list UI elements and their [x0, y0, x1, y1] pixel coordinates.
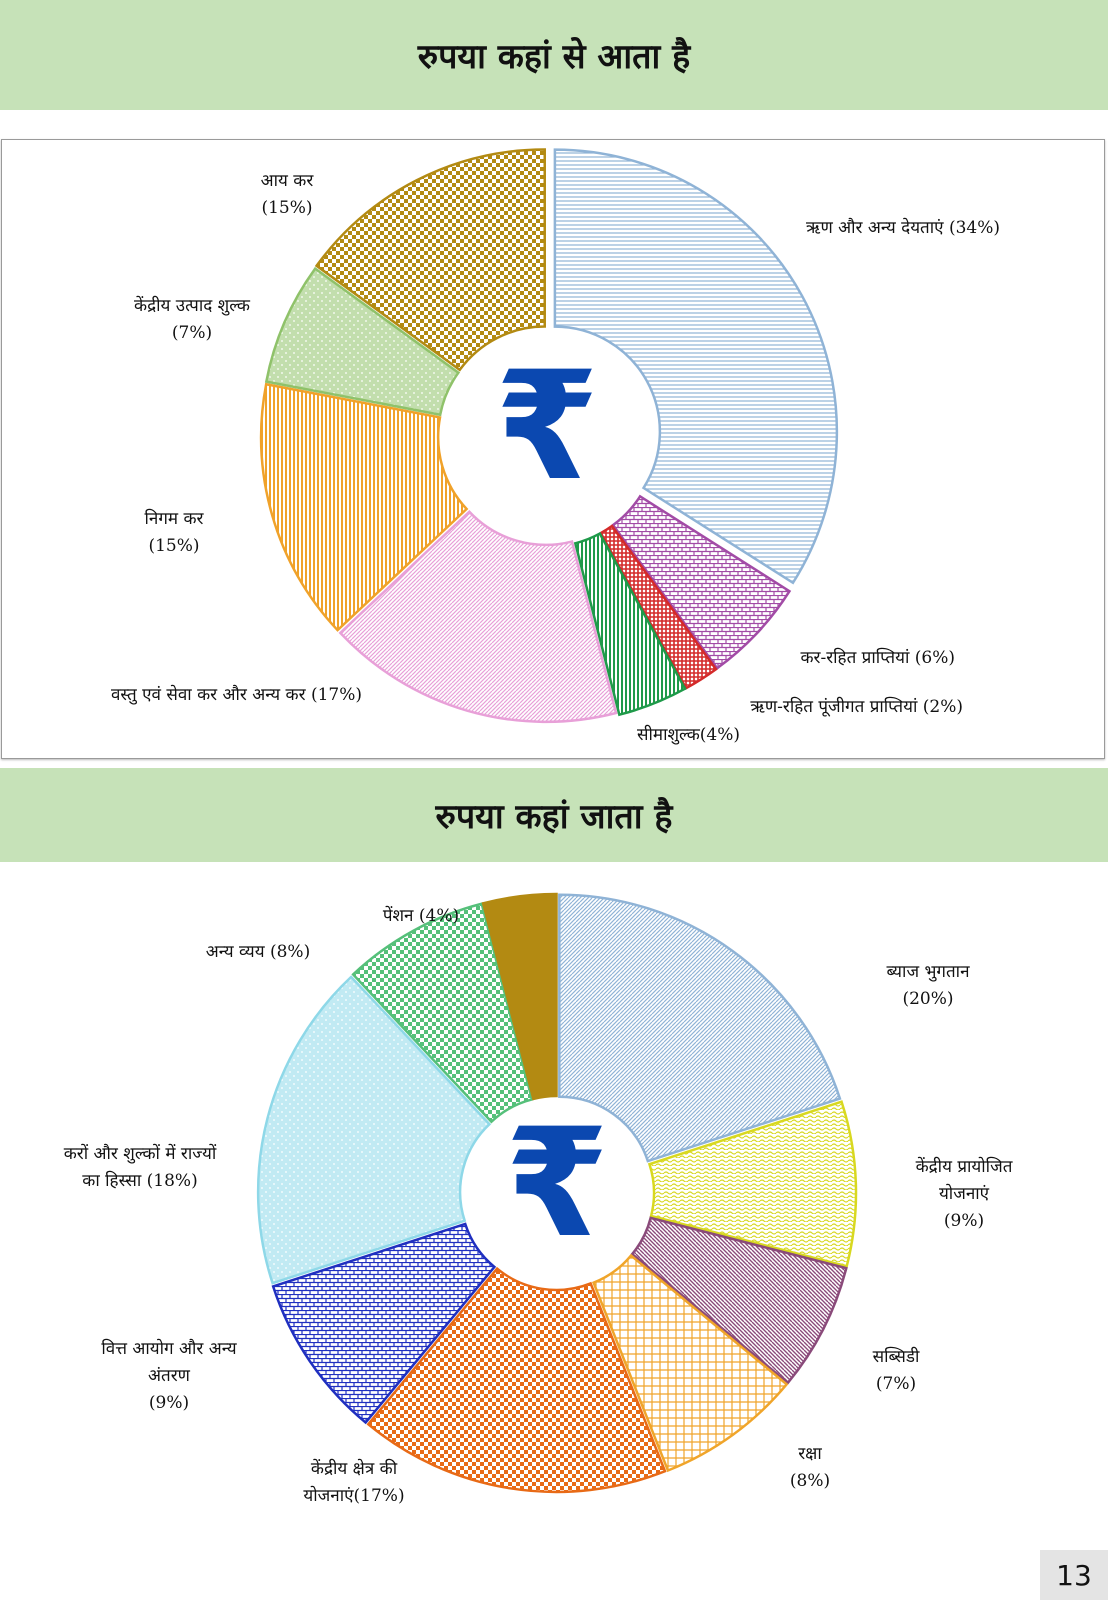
top-label-6-line-1: निगम कर: [145, 508, 205, 529]
top-label-1-line-1: ऋण और अन्य देयताएं (34%): [806, 217, 1000, 238]
top-slice-4: [573, 531, 687, 717]
bottom-label-1-line-1: ब्याज भुगतान: [886, 962, 970, 982]
bottom-rupee-icon: ₹: [505, 1097, 609, 1271]
bottom-slice-8: [351, 902, 534, 1124]
top-center-disc: [444, 333, 650, 539]
top-slice-7: [264, 266, 461, 417]
top-rupee-icon: ₹: [495, 340, 599, 514]
top-label-4-line-1: सीमाशुल्क(4%): [637, 724, 740, 745]
page-number: 13: [1040, 1550, 1108, 1600]
bottom-slice-4: [591, 1253, 789, 1473]
bottom-slice-2: [647, 1100, 858, 1268]
bottom-slice-6: [271, 1222, 497, 1425]
bottom-label-2-line-2: योजनाएं: [939, 1183, 990, 1204]
bottom-label-3-line-2: (7%): [876, 1374, 916, 1394]
top-label-7-line-1: केंद्रीय उत्पाद शुल्क: [134, 295, 251, 316]
bottom-center-disc: [466, 1102, 648, 1284]
top-label-5: वस्तु एवं सेवा कर और अन्य कर (17%): [111, 684, 362, 705]
bottom-label-5-line-1: केंद्रीय क्षेत्र की: [311, 1458, 398, 1479]
bottom-label-6-line-1: वित्त आयोग और अन्य: [101, 1338, 237, 1359]
top-chart-banner: रुपया कहां से आता है: [0, 0, 1108, 110]
bottom-label-3-line-1: सब्सिडी: [873, 1346, 920, 1367]
bottom-label-1-line-2: (20%): [902, 989, 953, 1009]
bottom-label-7: करों और शुल्कों में राज्यों का हिस्सा (18…: [64, 1143, 217, 1191]
expenditure-donut-chart: ₹ ब्याज भुगतान (20%) केंद्रीय प्रायोजित योजन…: [64, 892, 1013, 1506]
top-label-1: ऋण और अन्य देयताएं (34%): [806, 217, 1000, 238]
top-label-6: निगम कर (15%): [145, 508, 205, 556]
bottom-label-9-line-1: पेंशन (4%): [383, 905, 459, 926]
bottom-label-2-line-1: केंद्रीय प्रायोजित: [916, 1156, 1013, 1177]
bottom-label-1: ब्याज भुगतान (20%): [886, 962, 970, 1009]
top-slice-2: [611, 494, 792, 670]
top-label-8-line-2: (15%): [261, 198, 312, 218]
bottom-chart-banner: रुपया कहां जाता है: [0, 768, 1108, 862]
bottom-slice-5: [366, 1266, 667, 1494]
bottom-label-2: केंद्रीय प्रायोजित योजनाएं (9%): [916, 1156, 1013, 1231]
top-slice-8: [314, 148, 546, 372]
top-label-6-line-2: (15%): [148, 536, 199, 556]
bottom-slice-3: [630, 1216, 848, 1385]
bottom-label-4-line-1: रक्षा: [798, 1444, 822, 1464]
bottom-label-8-line-1: अन्य व्यय (8%): [206, 942, 310, 962]
bottom-label-5-line-2: योजनाएं(17%): [303, 1485, 404, 1506]
top-label-8-line-1: आय कर: [261, 171, 315, 191]
bottom-label-9: पेंशन (4%): [383, 905, 459, 926]
bottom-label-4: रक्षा (8%): [790, 1444, 830, 1491]
bottom-label-2-line-3: (9%): [944, 1211, 984, 1231]
bottom-chart-title: रुपया कहां जाता है: [435, 797, 673, 837]
bottom-label-7-line-1: करों और शुल्कों में राज्यों: [64, 1143, 217, 1164]
top-label-5-line-1: वस्तु एवं सेवा कर और अन्य कर (17%): [111, 684, 362, 705]
bottom-label-4-line-2: (8%): [790, 1471, 830, 1491]
top-label-4: सीमाशुल्क(4%): [637, 724, 740, 745]
bottom-label-3: सब्सिडी (7%): [873, 1346, 920, 1394]
top-chart-frame: [1, 139, 1105, 759]
bottom-label-6: वित्त आयोग और अन्य अंतरण (9%): [101, 1338, 237, 1413]
bottom-slice-1: [558, 893, 842, 1163]
revenue-sources-donut-chart: ₹ ऋण और अन्य देयताएं (34%) कर-रहित प्राप्त…: [111, 148, 1000, 745]
bottom-label-7-line-2: का हिस्सा (18%): [82, 1170, 197, 1191]
top-label-7: केंद्रीय उत्पाद शुल्क (7%): [134, 295, 251, 343]
bottom-label-6-line-2: अंतरण: [148, 1366, 191, 1386]
top-slice-1: [553, 148, 839, 585]
top-slice-5: [338, 509, 618, 724]
bottom-label-8: अन्य व्यय (8%): [206, 942, 310, 962]
top-label-3-line-1: ऋण-रहित पूंजीगत प्राप्तियां (2%): [750, 696, 963, 717]
top-label-3: ऋण-रहित पूंजीगत प्राप्तियां (2%): [750, 696, 963, 717]
top-label-2: कर-रहित प्राप्तियां (6%): [800, 647, 955, 668]
bottom-slice-9: [481, 892, 558, 1101]
top-label-8: आय कर (15%): [261, 171, 315, 218]
bottom-label-5: केंद्रीय क्षेत्र की योजनाएं(17%): [303, 1458, 404, 1506]
top-label-2-line-1: कर-रहित प्राप्तियां (6%): [800, 647, 955, 668]
top-chart-title: रुपया कहां से आता है: [417, 37, 691, 77]
top-label-7-line-2: (7%): [172, 323, 212, 343]
top-slice-6: [259, 382, 469, 632]
bottom-slice-7: [256, 975, 492, 1285]
bottom-label-6-line-3: (9%): [149, 1393, 189, 1413]
